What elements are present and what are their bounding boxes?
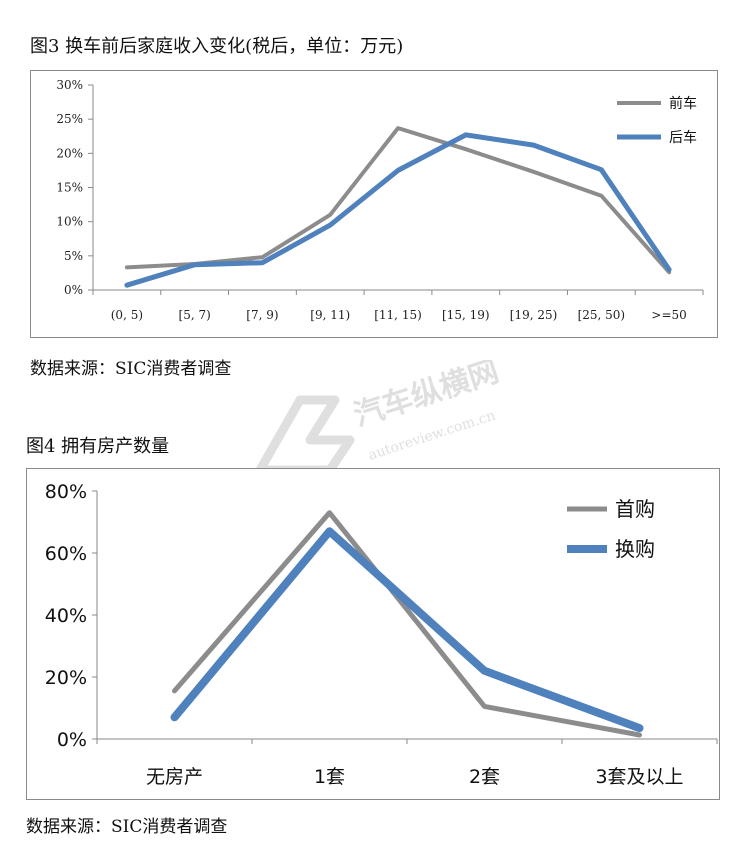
series-line-2 xyxy=(124,132,672,288)
x-tick-label: 无房产 xyxy=(146,766,203,788)
y-tick-label: 0% xyxy=(64,283,83,297)
chart2-title: 图4 拥有房产数量 xyxy=(26,436,170,457)
series-line-1 xyxy=(172,510,642,738)
y-tick-label: 10% xyxy=(56,215,83,229)
y-tick-label: 80% xyxy=(45,481,87,503)
x-tick-label: 2套 xyxy=(469,766,500,788)
chart1-svg: 0% 5% 10% 15% 20% 25% 30% (0, 5) [5, 7) [7, 9) [9,… xyxy=(56,78,704,322)
x-tick-label: [15, 19) xyxy=(442,308,490,322)
y-tick-label: 20% xyxy=(45,667,87,689)
y-tick-label: 25% xyxy=(56,112,83,126)
y-tick-label: 40% xyxy=(45,605,87,627)
series-line-2 xyxy=(170,527,644,733)
chart2-area: 0% 20% 40% 60% 80% 无房产 1套 2套 3套及以上 首购换购 xyxy=(26,468,720,800)
x-tick-label: 1套 xyxy=(314,766,345,788)
chart1-source: 数据来源：SIC消费者调查 xyxy=(30,359,232,379)
y-tick-label: 15% xyxy=(56,181,83,195)
x-tick-label: [5, 7) xyxy=(179,308,211,322)
series-line-1 xyxy=(124,126,672,275)
y-tick-label: 60% xyxy=(45,543,87,565)
watermark-logo: 汽车纵横网 autoreview.com.cn xyxy=(240,354,530,500)
x-tick-label: [11, 15) xyxy=(374,308,422,322)
x-tick-label: [25, 50) xyxy=(578,308,626,322)
legend-label: 首购 xyxy=(615,497,655,521)
y-tick-label: 30% xyxy=(56,78,83,92)
y-tick-label: 0% xyxy=(57,729,87,751)
watermark-icon: 汽车纵横网 autoreview.com.cn xyxy=(255,354,503,475)
legend-label: 前车 xyxy=(669,95,697,112)
y-tick-label: 5% xyxy=(64,249,83,263)
x-tick-label: (0, 5) xyxy=(111,308,143,322)
x-tick-label: >=50 xyxy=(651,308,686,322)
chart1-area: 0% 5% 10% 15% 20% 25% 30% (0, 5) [5, 7) [7, 9) [9,… xyxy=(30,70,718,338)
legend-label: 换购 xyxy=(615,537,655,561)
chart1-title: 图3 换车前后家庭收入变化(税后，单位：万元) xyxy=(30,36,404,57)
x-tick-label: [9, 11) xyxy=(310,308,350,322)
y-tick-label: 20% xyxy=(56,146,83,160)
chart2-source: 数据来源：SIC消费者调查 xyxy=(26,817,228,837)
x-tick-label: [19, 25) xyxy=(510,308,558,322)
x-tick-label: 3套及以上 xyxy=(595,766,683,788)
legend-label: 后车 xyxy=(669,129,697,146)
x-tick-label: [7, 9) xyxy=(246,308,278,322)
